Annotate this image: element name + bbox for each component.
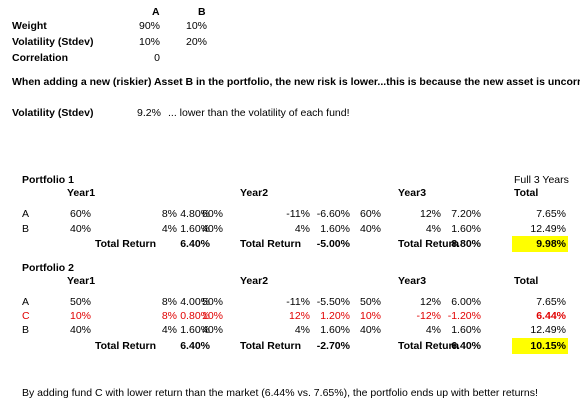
cell: 1.60% [320, 324, 350, 336]
total-return: 6.40% [180, 340, 210, 352]
highlight [512, 338, 568, 354]
cell: 8% [161, 208, 177, 220]
cell: 60% [69, 208, 91, 220]
cell: 1.60% [180, 324, 210, 336]
cell: 40% [201, 324, 223, 336]
cell: 12% [419, 208, 441, 220]
cell: 10% [201, 310, 223, 322]
cell: -5.50% [316, 296, 350, 308]
cell: 60% [359, 208, 381, 220]
cell: 4.80% [180, 208, 210, 220]
fund-label: C [22, 310, 30, 322]
cell: 20% [185, 36, 207, 48]
cell: 12% [288, 310, 310, 322]
total-return-label: Total Return [95, 238, 157, 250]
cell: -1.20% [447, 310, 481, 322]
cell: 9.2% [137, 107, 161, 119]
cell: 10% [69, 310, 91, 322]
cell: 40% [69, 324, 91, 336]
total-return-label: Total Return [240, 340, 302, 352]
total-header: Total [514, 187, 539, 199]
total-header: Total [514, 275, 539, 287]
cell: 10% [185, 20, 207, 32]
total-return: -5.00% [316, 238, 350, 250]
cell: 40% [359, 223, 381, 235]
cell: -6.60% [316, 208, 350, 220]
fund-label: B [22, 223, 30, 235]
year-header: Year3 [398, 187, 427, 199]
cell: 0 [154, 52, 160, 64]
total-return: -2.70% [316, 340, 350, 352]
cell: 50% [359, 296, 381, 308]
total-return: 6.40% [180, 238, 210, 250]
total-return-label: Total Return [240, 238, 302, 250]
statement: When adding a new (riskier) Asset B in t… [12, 76, 580, 88]
row-label: Volatility (Stdev) [12, 36, 94, 48]
total-cell: 7.65% [536, 296, 566, 308]
cell: 1.60% [451, 324, 481, 336]
cell: 40% [201, 223, 223, 235]
cell: 4% [294, 223, 310, 235]
year-header: Year2 [240, 275, 269, 287]
cell: 0.80% [180, 310, 210, 322]
column-header: A [152, 6, 160, 18]
total-cell: 12.49% [530, 223, 566, 235]
cell: 4% [161, 223, 177, 235]
cell: 4% [425, 223, 441, 235]
cell: 40% [69, 223, 91, 235]
cell: 1.60% [451, 223, 481, 235]
cell: 50% [69, 296, 91, 308]
row-label: Volatility (Stdev) [12, 107, 94, 119]
cell: 60% [201, 208, 223, 220]
cell: 8% [161, 310, 177, 322]
year-header: Year1 [67, 275, 96, 287]
highlight [512, 236, 568, 252]
fund-label: A [22, 208, 30, 220]
cell: 4% [161, 324, 177, 336]
total-return: 8.80% [451, 238, 481, 250]
cell: 1.60% [180, 223, 210, 235]
cell: 12% [419, 296, 441, 308]
cell: 10% [359, 310, 381, 322]
cell: -12% [416, 310, 441, 322]
cell: 1.20% [320, 310, 350, 322]
total-return: 6.40% [451, 340, 481, 352]
footer-note: By adding fund C with lower return than … [22, 387, 538, 399]
row-label: Correlation [12, 52, 69, 64]
year-header: Year1 [67, 187, 96, 199]
grand-total: 10.15% [530, 340, 566, 352]
total-return-label: Total Return [398, 238, 460, 250]
total-cell: 12.49% [530, 324, 566, 336]
note: ... lower than the volatility of each fu… [168, 107, 350, 119]
total-return-label: Total Return [398, 340, 460, 352]
cell: 10% [138, 36, 160, 48]
cell: 1.60% [320, 223, 350, 235]
column-header: B [198, 6, 206, 18]
cell: 7.20% [451, 208, 481, 220]
total-return-label: Total Return [95, 340, 157, 352]
cell: 4% [425, 324, 441, 336]
row-label: Weight [12, 20, 47, 32]
cell: -11% [286, 296, 310, 308]
cell: 8% [161, 296, 177, 308]
total-cell: 7.65% [536, 208, 566, 220]
portfolio-title: Portfolio 2 [22, 262, 74, 274]
total-note: Full 3 Years [514, 174, 569, 186]
cell: 6.00% [451, 296, 481, 308]
cell: 4.00% [180, 296, 210, 308]
cell: 4% [294, 324, 310, 336]
grand-total: 9.98% [536, 238, 566, 250]
portfolio-title: Portfolio 1 [22, 174, 74, 186]
fund-label: A [22, 296, 30, 308]
cell: 40% [359, 324, 381, 336]
total-cell: 6.44% [536, 310, 566, 322]
fund-label: B [22, 324, 30, 336]
cell: 90% [138, 20, 160, 32]
cell: -11% [286, 208, 310, 220]
year-header: Year3 [398, 275, 427, 287]
year-header: Year2 [240, 187, 269, 199]
cell: 50% [201, 296, 223, 308]
